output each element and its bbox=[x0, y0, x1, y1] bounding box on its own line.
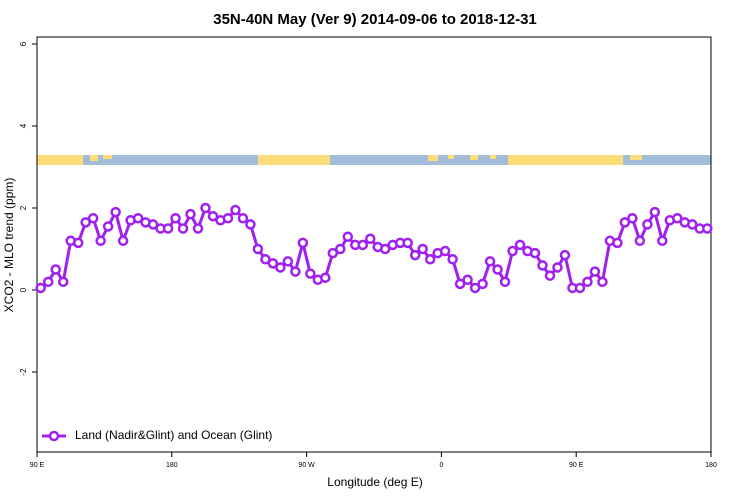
point bbox=[147, 219, 159, 230]
point bbox=[42, 276, 54, 288]
point bbox=[574, 282, 586, 294]
point bbox=[537, 260, 548, 271]
x-tick-label: 90 W bbox=[298, 462, 315, 469]
point bbox=[290, 266, 301, 277]
point bbox=[87, 213, 99, 224]
point bbox=[589, 266, 601, 277]
point bbox=[492, 264, 503, 275]
point bbox=[559, 249, 571, 261]
point bbox=[552, 262, 563, 273]
x-axis-label: Longitude (deg E) bbox=[327, 475, 422, 489]
point bbox=[335, 243, 346, 255]
point bbox=[619, 217, 631, 228]
point bbox=[424, 254, 436, 265]
point bbox=[499, 276, 511, 288]
point bbox=[417, 243, 428, 255]
point bbox=[102, 221, 114, 232]
point bbox=[252, 243, 264, 255]
point bbox=[409, 249, 421, 261]
point bbox=[320, 272, 331, 283]
x-tick-label: 180 bbox=[166, 462, 178, 469]
point bbox=[200, 202, 211, 214]
point bbox=[484, 256, 496, 267]
point bbox=[469, 282, 481, 294]
point bbox=[672, 213, 683, 224]
x-tick-label: 90 E bbox=[30, 462, 45, 469]
point bbox=[282, 256, 294, 267]
point bbox=[402, 237, 413, 249]
point bbox=[170, 213, 181, 224]
point bbox=[342, 231, 354, 242]
x-tick-label: 0 bbox=[439, 462, 443, 469]
point bbox=[634, 235, 646, 247]
point bbox=[297, 237, 309, 249]
point bbox=[627, 213, 638, 224]
point bbox=[57, 276, 69, 288]
point bbox=[207, 210, 219, 222]
point bbox=[267, 258, 279, 269]
point bbox=[132, 213, 144, 224]
point bbox=[507, 245, 518, 257]
plot-frame bbox=[36, 36, 712, 453]
y-tick-label: 4 bbox=[19, 123, 28, 128]
point bbox=[462, 274, 473, 286]
point bbox=[35, 282, 46, 294]
point bbox=[177, 223, 189, 234]
point bbox=[379, 243, 391, 255]
point bbox=[514, 239, 526, 251]
point bbox=[327, 247, 339, 259]
y-tick-label: 6 bbox=[19, 41, 28, 46]
point bbox=[95, 235, 106, 247]
point bbox=[454, 278, 466, 290]
point bbox=[80, 217, 91, 228]
point bbox=[529, 247, 541, 259]
point bbox=[687, 219, 698, 230]
point bbox=[597, 276, 608, 288]
x-tick-label: 180 bbox=[705, 462, 717, 469]
point bbox=[117, 235, 129, 247]
point bbox=[245, 219, 256, 230]
point bbox=[649, 206, 661, 218]
point bbox=[439, 245, 451, 257]
x-tick-label: 90 E bbox=[569, 462, 584, 469]
point bbox=[447, 254, 458, 265]
point bbox=[305, 268, 316, 279]
point bbox=[185, 208, 196, 220]
point bbox=[110, 206, 121, 218]
point bbox=[162, 223, 174, 234]
point bbox=[260, 254, 271, 265]
point bbox=[544, 270, 556, 281]
point bbox=[357, 239, 369, 251]
point bbox=[702, 223, 713, 234]
legend-marker bbox=[48, 430, 60, 442]
point bbox=[50, 264, 61, 275]
y-tick-label: -2 bbox=[19, 368, 28, 376]
point bbox=[582, 276, 593, 288]
point bbox=[275, 262, 286, 273]
y-tick-label: 2 bbox=[19, 205, 28, 210]
point bbox=[230, 204, 241, 216]
point bbox=[365, 233, 376, 245]
land-ocean-strip bbox=[37, 155, 711, 165]
point bbox=[477, 278, 488, 290]
y-tick-label: 0 bbox=[19, 287, 28, 292]
point bbox=[72, 237, 84, 249]
point bbox=[237, 213, 249, 224]
point bbox=[192, 223, 204, 234]
legend-label: Land (Nadir&Glint) and Ocean (Glint) bbox=[75, 428, 272, 442]
point bbox=[612, 237, 623, 249]
point bbox=[657, 235, 668, 247]
point bbox=[222, 213, 234, 224]
chart-title: 35N-40N May (Ver 9) 2014-09-06 to 2018-1… bbox=[213, 11, 537, 28]
y-axis-label: XCO2 - MLO trend (ppm) bbox=[2, 178, 16, 313]
point bbox=[642, 219, 653, 230]
